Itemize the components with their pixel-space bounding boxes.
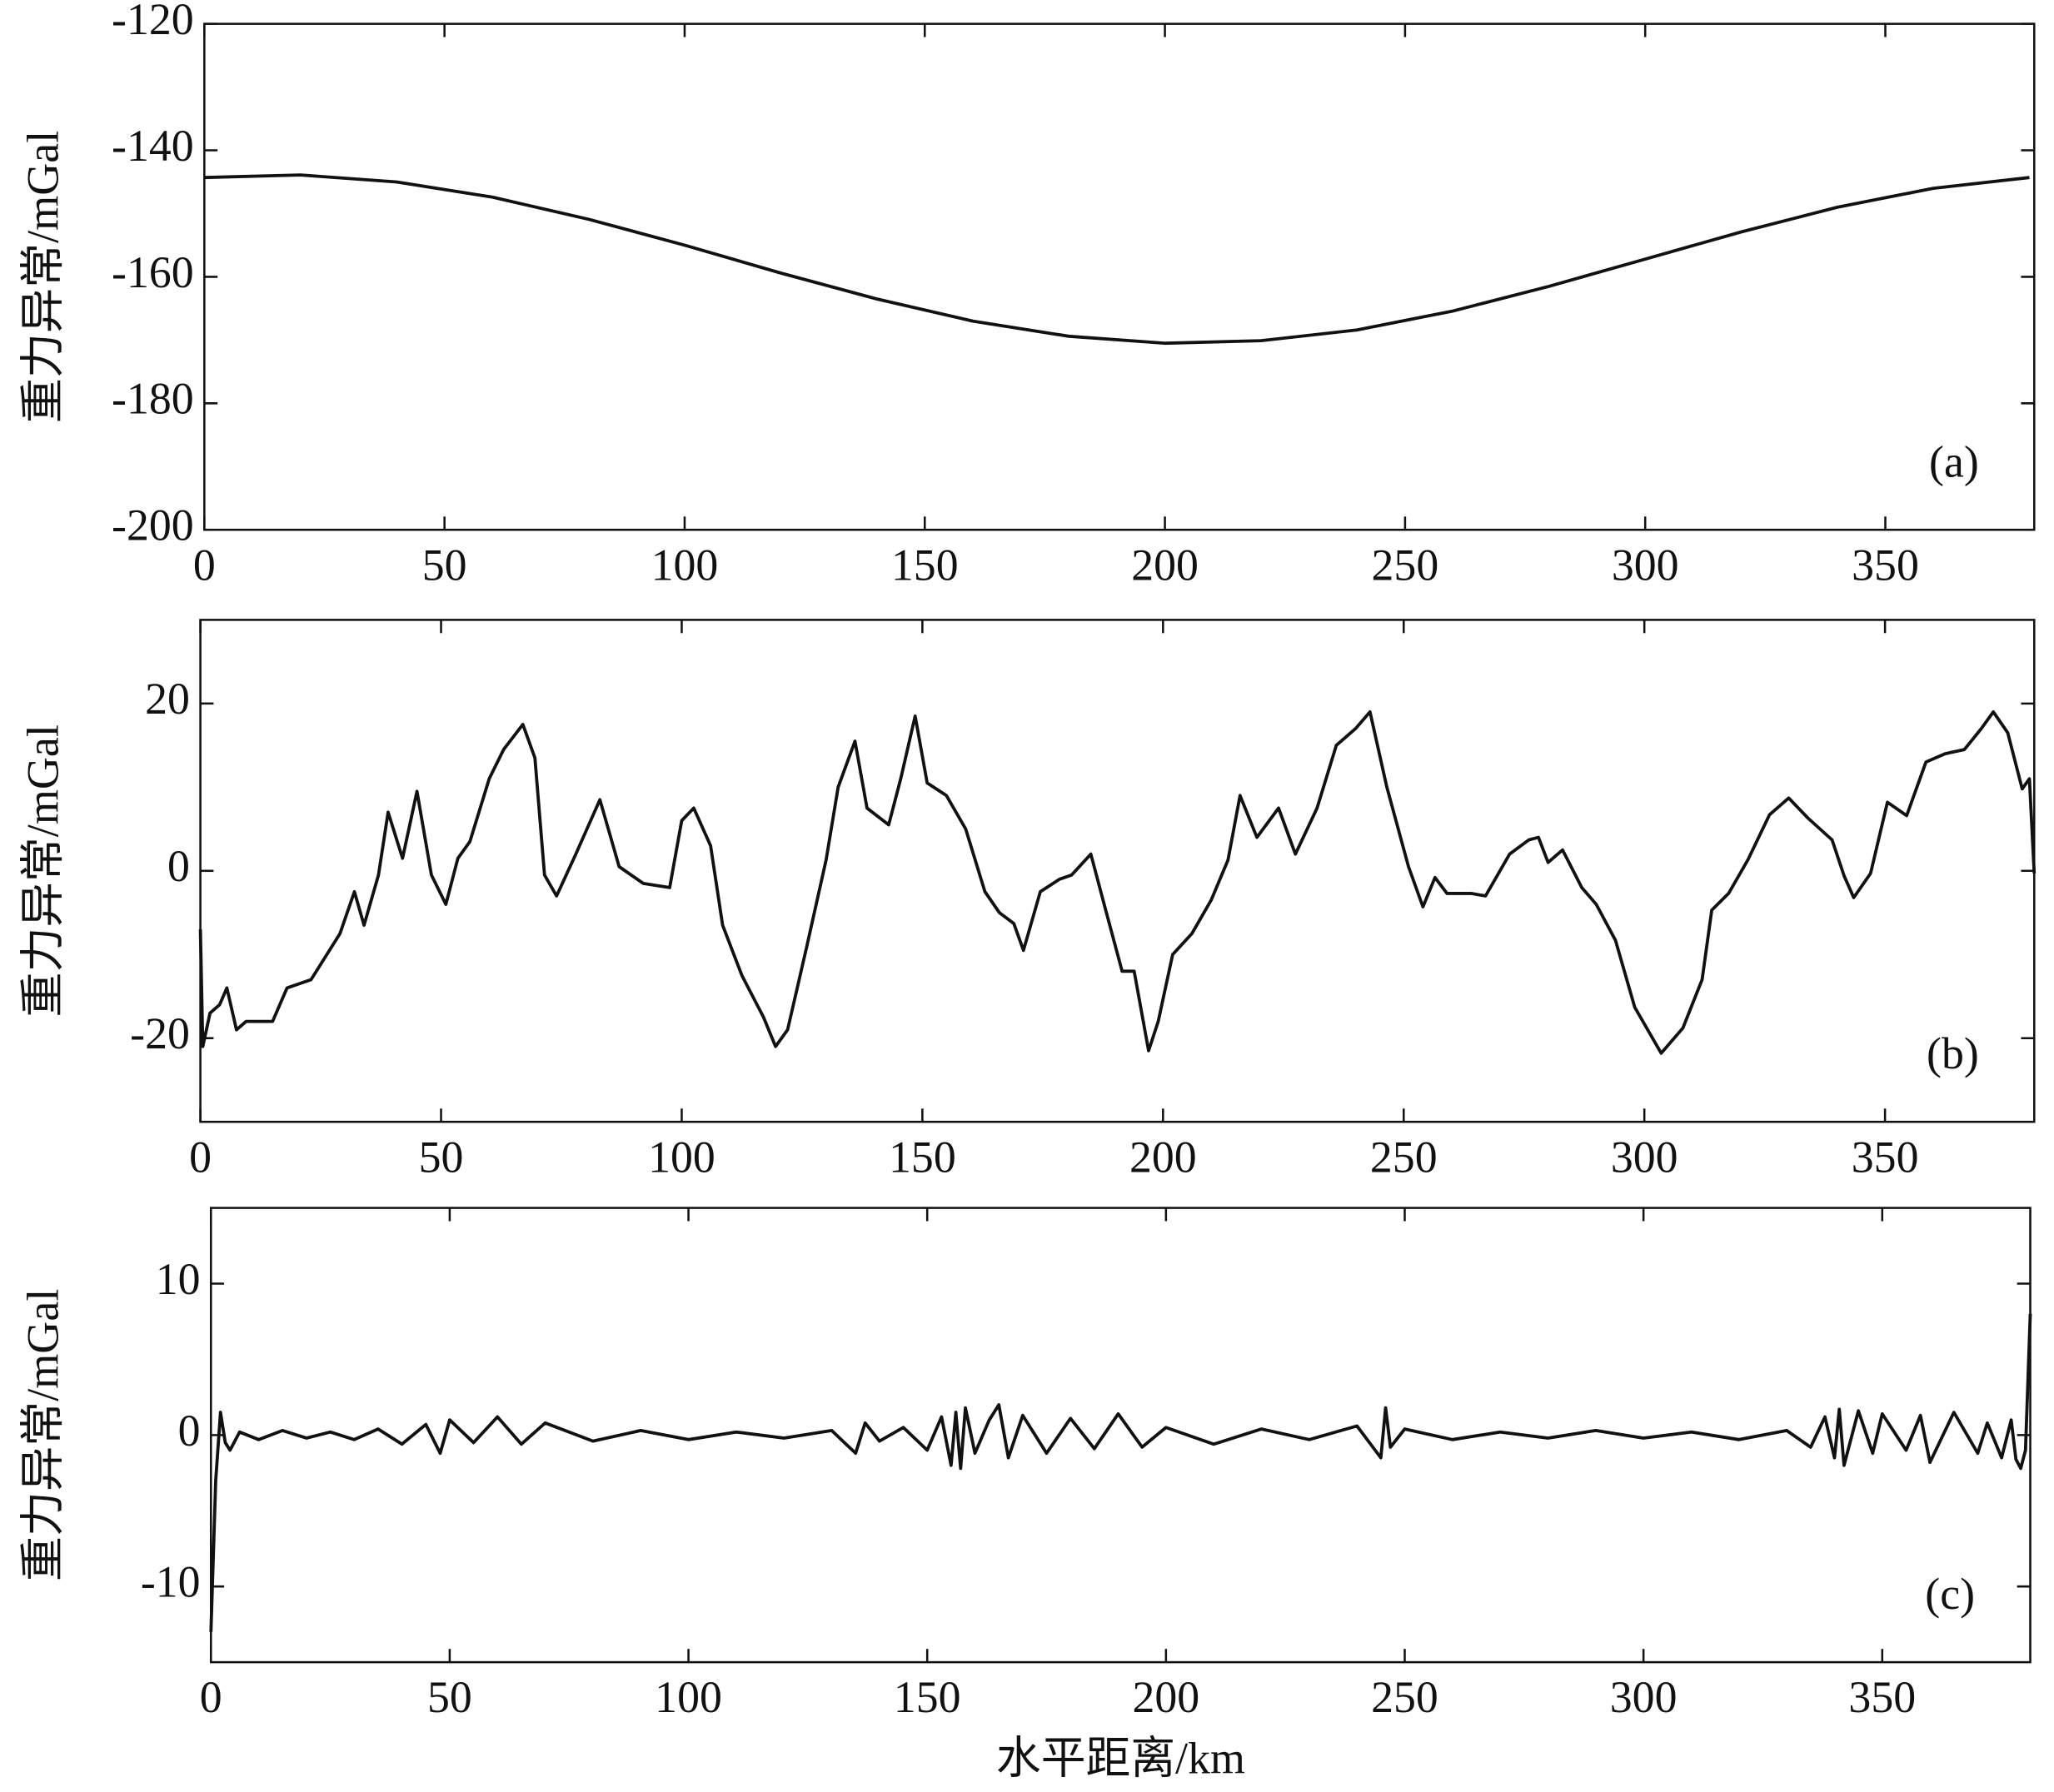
x-tick-label: 150 — [891, 540, 959, 590]
y-axis-label: 重力异常/mGal — [17, 724, 67, 1017]
data-line — [204, 173, 2030, 346]
y-tick-label: -200 — [112, 500, 194, 550]
y-tick-label: -180 — [112, 374, 194, 424]
y-tick-label: -160 — [112, 247, 194, 297]
x-tick-label: 350 — [1852, 540, 1919, 590]
panel-label: (c) — [1925, 1569, 1975, 1619]
x-tick-label: 300 — [1612, 540, 1679, 590]
x-tick-label: 150 — [894, 1672, 961, 1722]
x-tick-label: 250 — [1370, 1132, 1438, 1182]
x-tick-label: 50 — [427, 1672, 472, 1722]
y-tick-label: 10 — [156, 1254, 201, 1304]
x-tick-label: 100 — [655, 1672, 722, 1722]
x-tick-label: 200 — [1132, 1672, 1199, 1722]
x-tick-label: 0 — [200, 1672, 222, 1722]
x-tick-label: 50 — [422, 540, 467, 590]
x-tick-label: 300 — [1610, 1672, 1678, 1722]
x-tick-label: 350 — [1852, 1132, 1919, 1182]
x-tick-label: 250 — [1371, 1672, 1438, 1722]
y-tick-label: 0 — [167, 841, 190, 891]
x-tick-label: 200 — [1131, 540, 1199, 590]
x-tick-label: 150 — [889, 1132, 956, 1182]
y-tick-label: -20 — [130, 1008, 190, 1058]
x-axis-label: 水平距离/km — [996, 1733, 1245, 1783]
x-tick-label: 0 — [193, 540, 216, 590]
plot-frame — [203, 22, 2036, 531]
x-tick-label: 200 — [1129, 1132, 1197, 1182]
x-tick-label: 350 — [1848, 1672, 1916, 1722]
x-tick-label: 100 — [648, 1132, 715, 1182]
y-tick-label: 0 — [178, 1406, 201, 1456]
x-tick-label: 100 — [651, 540, 719, 590]
y-tick-label: 20 — [145, 674, 190, 724]
y-axis-label: 重力异常/mGal — [17, 1289, 67, 1581]
panel-label: (a) — [1929, 436, 1979, 486]
x-tick-label: 300 — [1611, 1132, 1678, 1182]
panel-label: (b) — [1927, 1028, 1979, 1078]
plot-frame — [199, 619, 2036, 1123]
y-tick-label: -10 — [141, 1556, 201, 1606]
x-tick-label: 250 — [1372, 540, 1439, 590]
y-tick-label: -120 — [112, 0, 194, 44]
data-line — [198, 709, 2037, 1055]
x-tick-label: 50 — [419, 1132, 464, 1182]
x-tick-label: 0 — [189, 1132, 212, 1182]
data-line — [209, 1313, 2032, 1632]
y-tick-label: -140 — [112, 121, 194, 171]
y-axis-label: 重力异常/mGal — [17, 131, 67, 423]
